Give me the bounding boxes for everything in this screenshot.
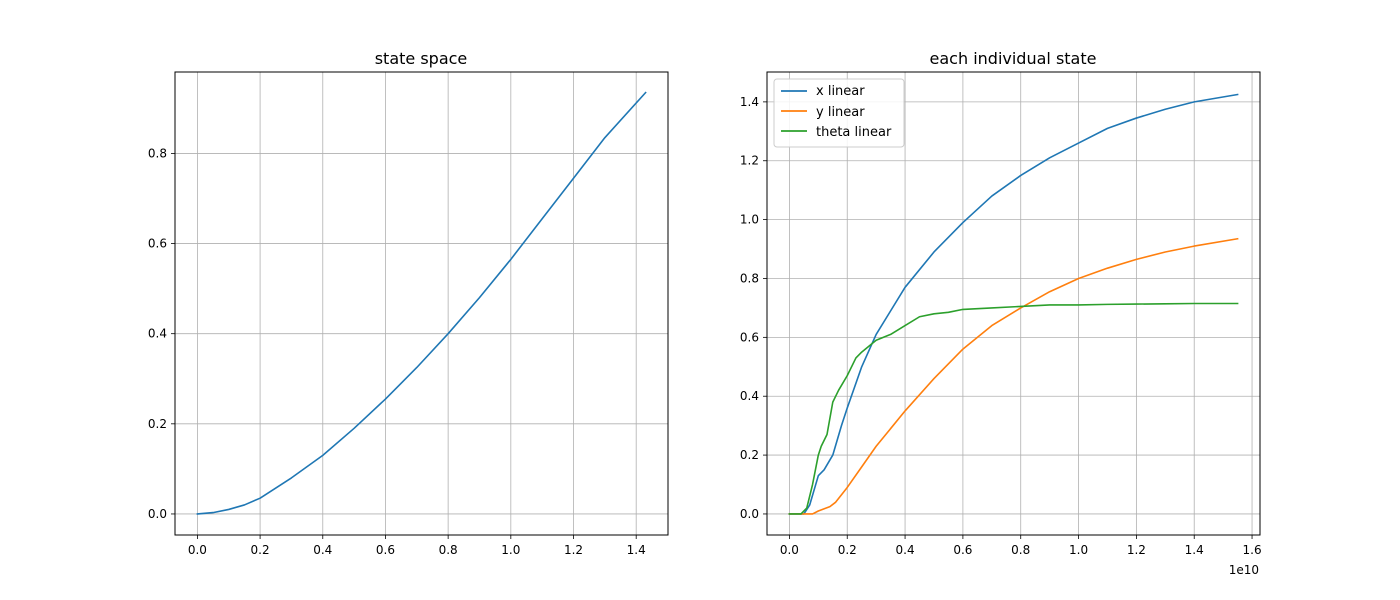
x-tick-label: 0.6 <box>376 543 395 557</box>
series-layer <box>196 91 647 515</box>
x-tick-label: 0.4 <box>896 543 915 557</box>
x-tick-label: 1.2 <box>564 543 583 557</box>
x-tick-label: 1.4 <box>627 543 646 557</box>
x-tick-label: 0.8 <box>439 543 458 557</box>
legend: x linear y linear theta linear <box>773 78 905 148</box>
y-tick-label: 1.2 <box>740 154 759 168</box>
series-line-theta-linear <box>788 302 1239 515</box>
tick-marks <box>763 101 1253 539</box>
series-line-0 <box>196 91 647 515</box>
chart-title: state space <box>375 49 468 68</box>
tick-labels: 0.0 0.2 0.4 0.6 0.8 1.0 1.2 1.4 0.0 0.2 0.4 0.6 0.8 <box>148 146 646 557</box>
y-tick-label: 0.6 <box>740 330 759 344</box>
tick-marks <box>171 153 637 539</box>
series-layer <box>788 93 1239 515</box>
y-tick-label: 0.8 <box>740 271 759 285</box>
y-tick-label: 0.2 <box>148 417 167 431</box>
grid-lines <box>175 72 668 535</box>
state-space-chart: state space 0.0 0.2 0.4 0.6 0.8 1.0 1.2 1.40.00… <box>148 49 669 557</box>
legend-label-y-linear: y linear <box>816 105 865 120</box>
legend-label-x-linear: x linear <box>816 84 865 99</box>
x-tick-label: 0.4 <box>313 543 332 557</box>
y-tick-label: 0.0 <box>148 507 167 521</box>
y-tick-label: 0.4 <box>740 389 759 403</box>
y-tick-label: 0.0 <box>740 507 759 521</box>
x-tick-label: 0.0 <box>188 543 207 557</box>
x-tick-label: 1.2 <box>1127 543 1146 557</box>
y-tick-label: 1.4 <box>740 95 759 109</box>
legend-label-theta-linear: theta linear <box>816 125 892 140</box>
y-tick-label: 0.4 <box>148 327 167 341</box>
chart-title: each individual state <box>930 49 1097 68</box>
y-tick-label: 0.6 <box>148 237 167 251</box>
x-tick-label: 0.0 <box>780 543 799 557</box>
x-tick-label: 1.0 <box>501 543 520 557</box>
series-line-y-linear <box>788 237 1239 515</box>
x-tick-label: 0.2 <box>838 543 857 557</box>
individual-states-chart: each individual state 0.0 0.2 0.4 0.6 0.8 1.0… <box>740 49 1262 577</box>
x-offset-label: 1e10 <box>1229 563 1259 577</box>
tick-labels: 0.0 0.2 0.4 0.6 0.8 1.0 1.2 1.4 1.6 0.0 0.2 0.4 0.6 0… <box>740 95 1262 557</box>
x-tick-label: 1.4 <box>1185 543 1204 557</box>
legend-box <box>773 78 905 148</box>
y-tick-label: 0.8 <box>148 146 167 160</box>
plot-frame <box>766 71 1261 536</box>
x-tick-label: 0.2 <box>251 543 270 557</box>
y-tick-label: 1.0 <box>740 213 759 227</box>
plot-frame <box>174 71 669 536</box>
y-tick-label: 0.2 <box>740 448 759 462</box>
x-tick-label: 1.6 <box>1243 543 1262 557</box>
x-tick-label: 0.6 <box>953 543 972 557</box>
series-line-x-linear <box>788 93 1239 515</box>
x-tick-label: 0.8 <box>1011 543 1030 557</box>
x-tick-label: 1.0 <box>1069 543 1088 557</box>
